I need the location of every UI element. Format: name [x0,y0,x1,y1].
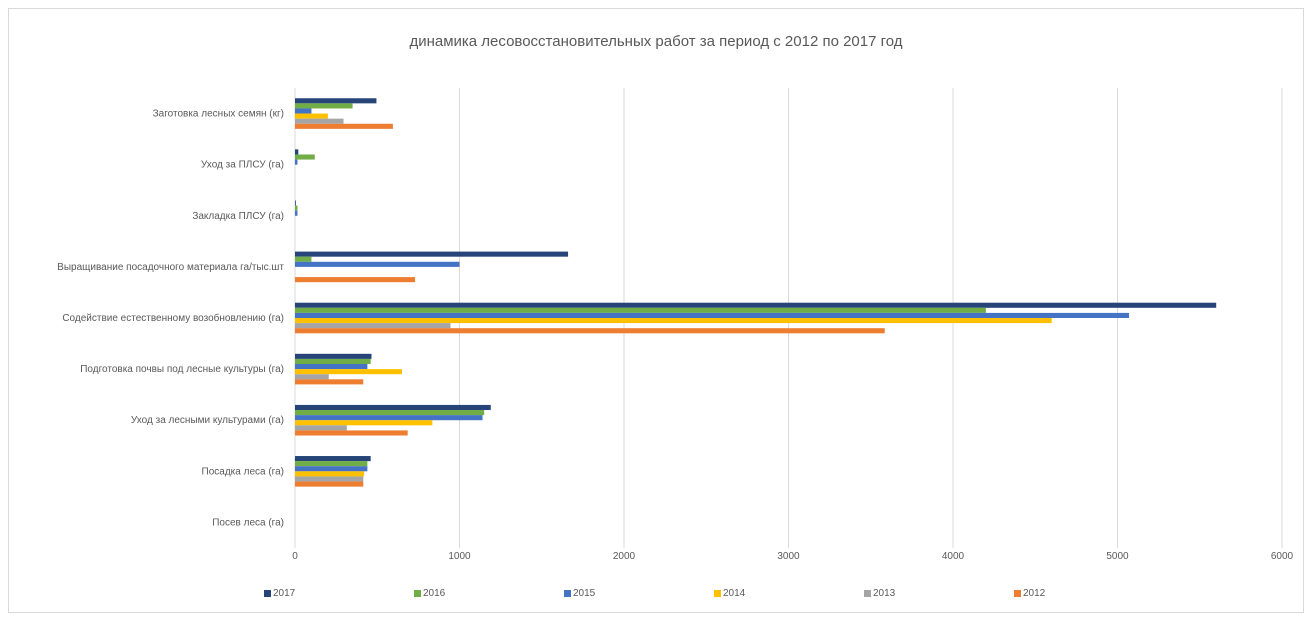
bar-2014 [295,113,328,119]
bar-2016 [295,410,485,416]
bar-2016 [295,461,368,467]
bar-2013 [295,476,364,482]
category-label: Посадка леса (га) [202,466,284,477]
bar-2016 [295,256,312,262]
bar-2017 [295,404,491,411]
legend-swatch [1014,590,1021,597]
legend-label: 2012 [1023,588,1046,599]
category-label: Заготовка лесных семян (кг) [153,109,284,120]
legend-label: 2016 [423,588,446,599]
legend-item-2017: 2017 [264,588,295,599]
x-tick-label: 1000 [448,551,471,562]
bar-2014 [295,318,1052,324]
bar-2015 [295,261,460,267]
x-tick-label: 3000 [777,551,800,562]
legend-label: 2017 [273,588,296,599]
legend-swatch [714,590,721,597]
bar-2012 [295,430,408,436]
bar-2015 [295,364,368,370]
bar-2017 [295,302,1217,308]
bar-2017 [295,251,569,257]
category-label: Посев леса (га) [212,517,284,528]
legend-item-2014: 2014 [714,588,745,599]
x-tick-label: 2000 [613,551,636,562]
bar-2015 [295,108,312,114]
bar-2013 [295,323,451,329]
legend-label: 2014 [723,588,746,599]
category-label: Подготовка почвы под лесные культуры (га… [80,364,284,375]
bar-2016 [295,103,353,109]
legend-swatch [264,590,271,597]
x-tick-label: 6000 [1271,551,1294,562]
bar-2015 [295,415,483,421]
bar-2015 [295,210,298,216]
category-label: Уход за лесными культурами (га) [131,415,284,426]
x-tick-label: 4000 [942,551,965,562]
legend-item-2015: 2015 [564,588,595,599]
bar-2014 [295,471,365,477]
bar-2012 [295,277,416,283]
chart-legend: 2017 2016 2015 2014 2013 2012 [0,588,1312,602]
legend-label: 2015 [573,588,596,599]
bar-2017 [295,456,371,462]
bar-2013 [295,425,347,431]
legend-item-2012: 2012 [1014,588,1045,599]
x-tick-label: 5000 [1106,551,1129,562]
bar-2012 [295,379,364,385]
category-label: Уход за ПЛСУ (га) [201,160,284,171]
bar-2017 [295,353,372,359]
bar-2013 [295,374,329,380]
x-tick-label: 0 [292,551,298,562]
chart-title: динамика лесовосстановительных работ за … [409,33,903,50]
bar-2013 [295,118,344,124]
legend-label: 2013 [873,588,896,599]
legend-swatch [414,590,421,597]
bar-2017 [295,149,299,155]
bar-2015 [295,159,298,165]
bar-2016 [295,154,315,160]
bar-2015 [295,466,368,472]
category-label: Закладка ПЛСУ (га) [192,211,284,222]
bar-2016 [295,205,298,211]
legend-item-2016: 2016 [414,588,445,599]
legend-item-2013: 2013 [864,588,895,599]
category-label: Выращивание посадочного материала га/тыс… [57,262,284,273]
bar-2017 [295,98,377,104]
bar-2017 [295,200,296,206]
bar-2014 [295,369,402,375]
bar-2014 [295,420,433,426]
bar-2012 [295,481,364,487]
bar-2012 [295,123,393,129]
category-label: Содействие естественному возобновлению (… [62,312,284,324]
bar-2016 [295,307,986,313]
bar-2012 [295,328,885,334]
legend-swatch [864,590,871,597]
bar-2016 [295,358,371,365]
legend-swatch [564,590,571,597]
bar-2015 [295,312,1130,318]
